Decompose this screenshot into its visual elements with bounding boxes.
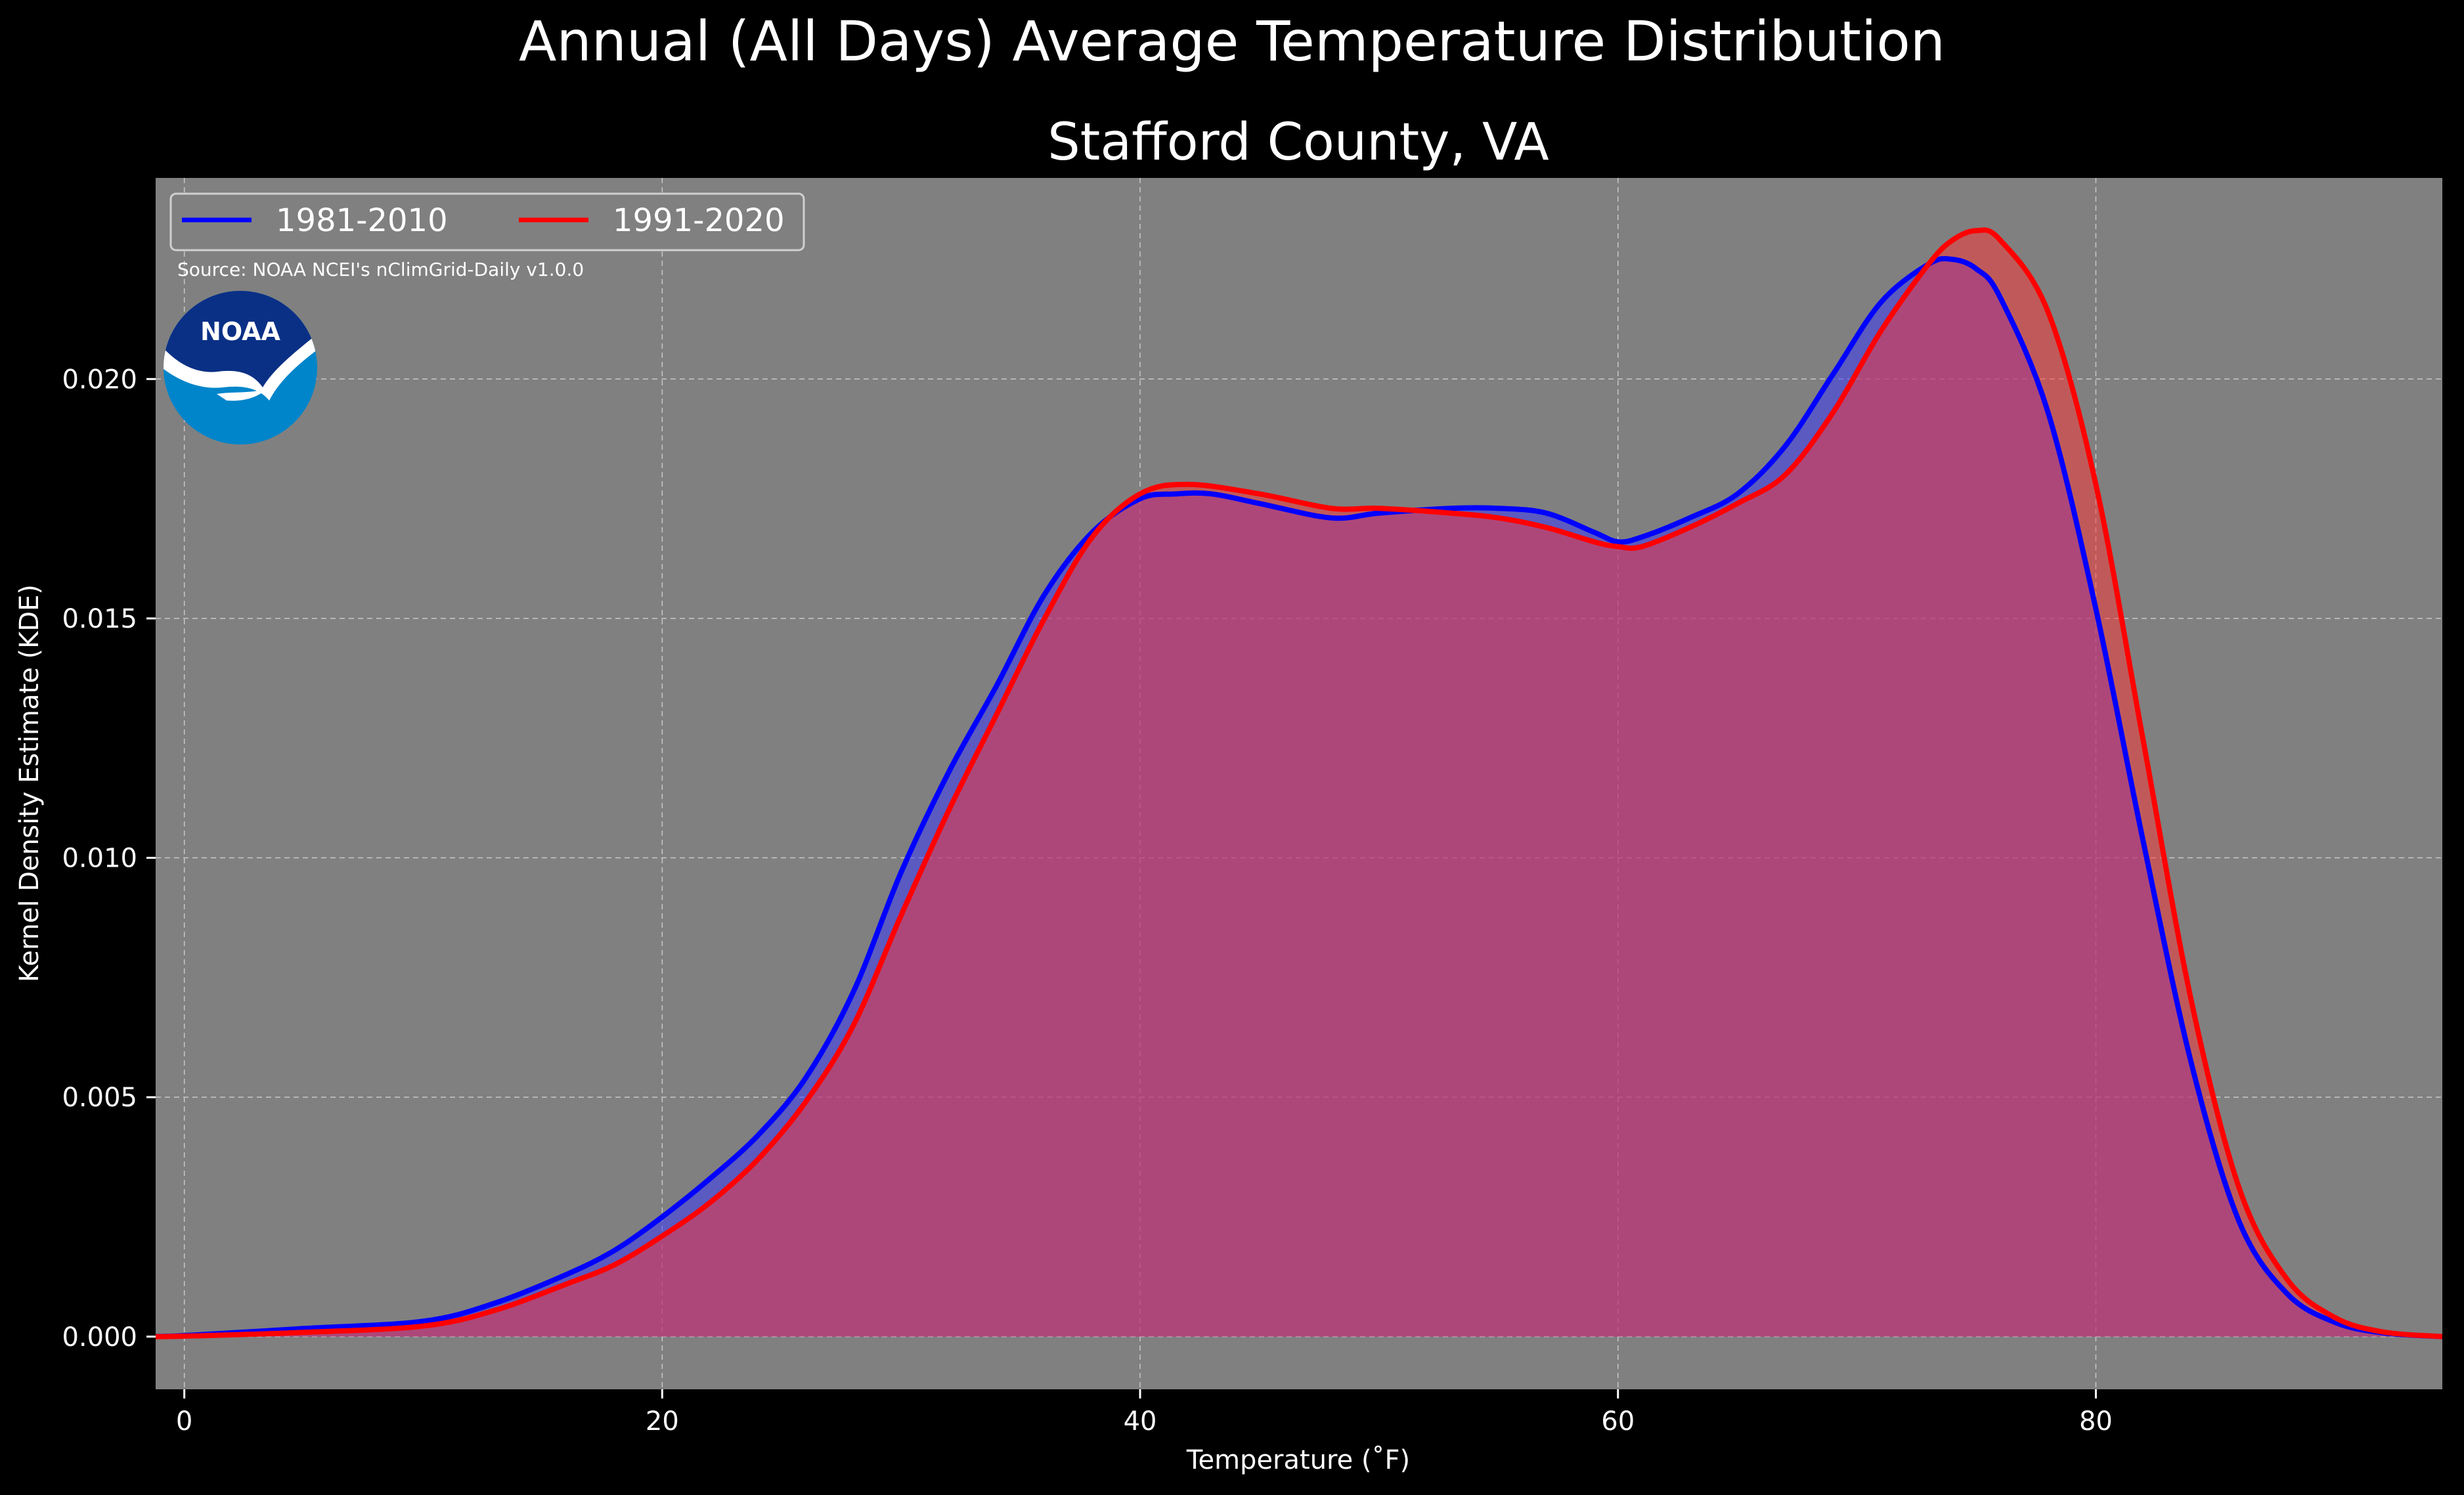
x-tick-label: 0: [176, 1406, 192, 1437]
x-tick-label: 60: [1601, 1406, 1635, 1437]
series-fills: [156, 230, 2442, 1337]
chart-suptitle: Annual (All Days) Average Temperature Di…: [519, 9, 1945, 74]
source-note: Source: NOAA NCEI's nClimGrid-Daily v1.0…: [177, 259, 584, 280]
chart-title: Stafford County, VA: [1047, 113, 1549, 172]
series-lines: [156, 227, 2442, 1339]
y-tick-label: 0.005: [62, 1083, 137, 1113]
y-tick-label: 0.010: [62, 844, 137, 874]
legend-frame: [169, 192, 805, 251]
logo-text: NOAA: [200, 317, 280, 346]
logo-seagull-tail: [217, 389, 266, 401]
y-tick-label: 0.000: [62, 1322, 137, 1353]
y-tick-label: 0.020: [62, 364, 137, 395]
y-axis-ticks: 0.000 0.005 0.010 0.015 0.020: [62, 364, 156, 1353]
noaa-logo: NOAA: [164, 291, 317, 444]
x-tick-label: 40: [1124, 1406, 1157, 1437]
legend-label-1991-2020: 1991-2020: [613, 202, 785, 239]
series-line-1991-2020: [156, 227, 2442, 1339]
logo-seagull-band: [164, 325, 317, 401]
x-axis-ticks: 0 20 40 60 80: [176, 1389, 2113, 1437]
legend-label-1981-2010: 1981-2010: [276, 202, 448, 239]
legend: 1981-2010 1991-2020: [169, 192, 805, 251]
x-tick-label: 80: [2079, 1406, 2113, 1437]
y-axis-label: Kernel Density Estimate (KDE): [14, 584, 45, 982]
area-fill-1991-2020: [156, 230, 2442, 1337]
series-line-1981-2010: [156, 255, 2442, 1339]
x-axis-label: Temperature (˚F): [1186, 1445, 1410, 1475]
x-tick-label: 20: [646, 1406, 679, 1437]
y-tick-label: 0.015: [62, 604, 137, 634]
